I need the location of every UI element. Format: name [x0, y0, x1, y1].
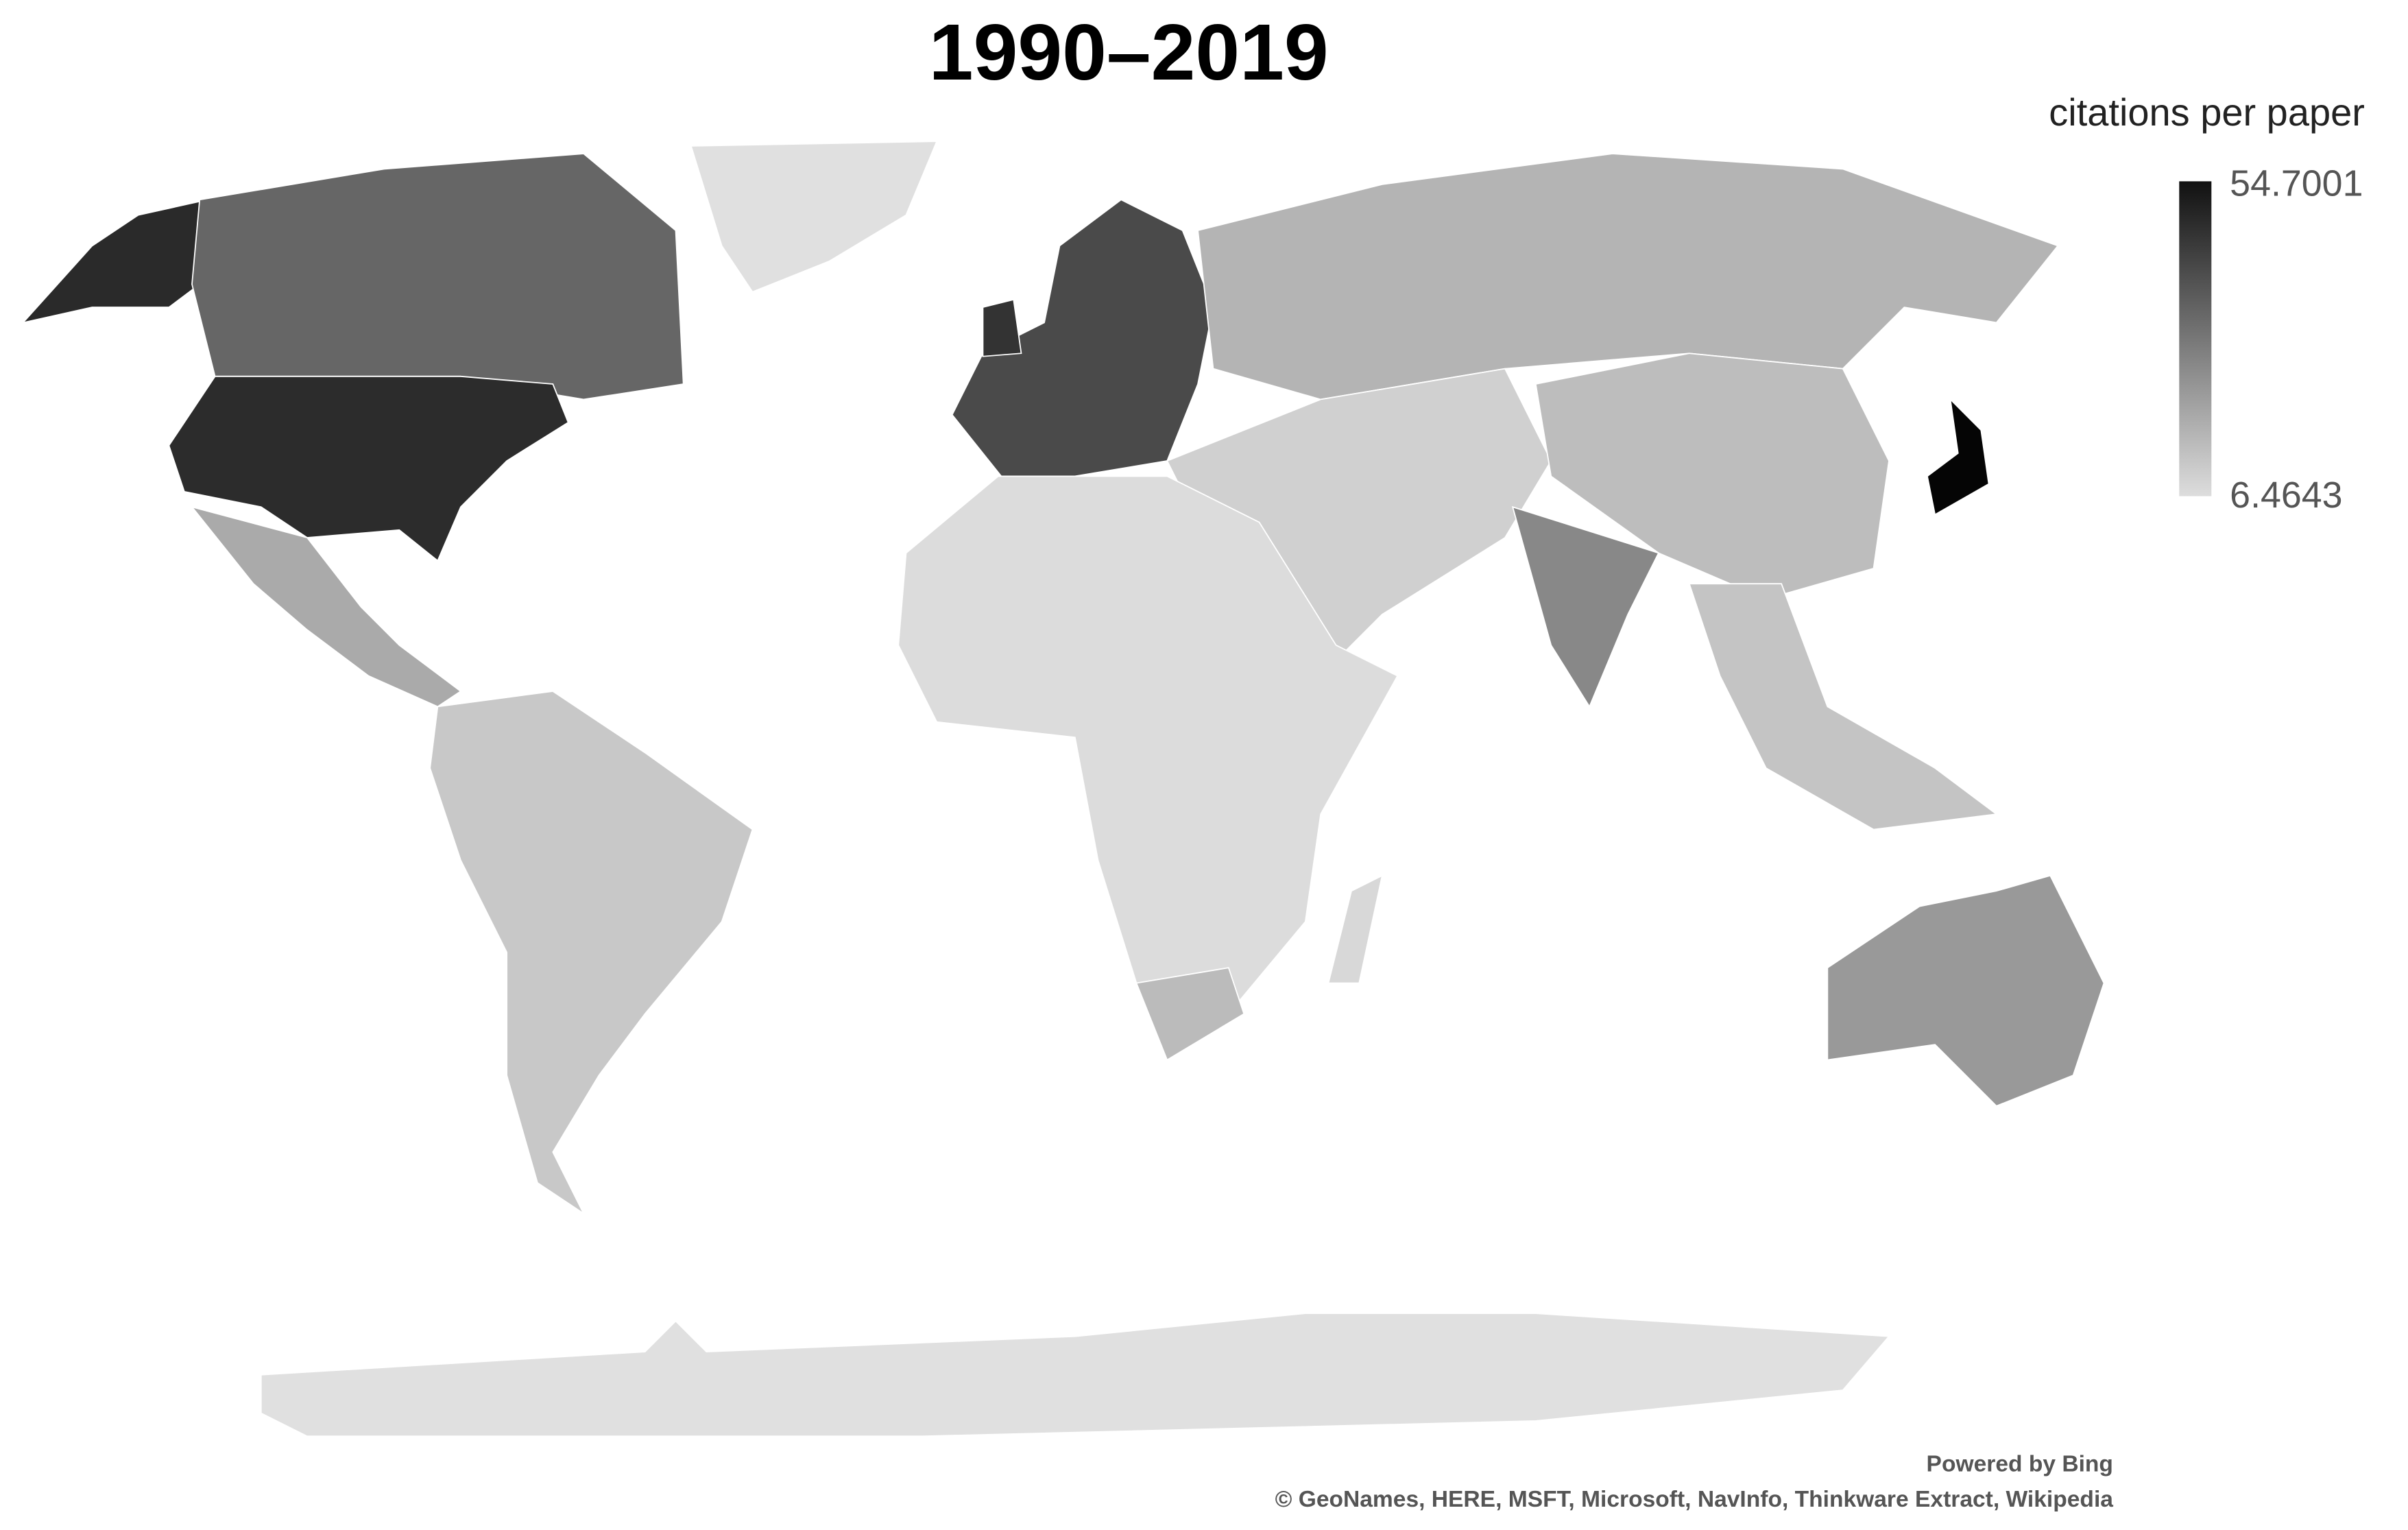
region — [190, 505, 462, 708]
region — [1926, 397, 1990, 516]
legend-min-label: 6.4643 — [2230, 475, 2342, 516]
region — [690, 141, 938, 293]
legend-title: citations per paper — [2049, 91, 2365, 134]
region — [1511, 505, 1660, 708]
region — [1135, 967, 1245, 1061]
region — [21, 199, 208, 324]
region — [260, 1313, 1890, 1437]
region — [191, 153, 684, 401]
region — [982, 298, 1022, 357]
region — [1197, 153, 2059, 401]
region — [429, 691, 754, 1216]
attribution: Powered by Bing — [1927, 1452, 2113, 1477]
color-scale — [2179, 181, 2212, 497]
map-title: 1990–2019 — [929, 8, 1329, 97]
region — [1534, 352, 1890, 600]
region — [1827, 874, 2105, 1107]
attribution: © GeoNames, HERE, MSFT, Microsoft, NavIn… — [1275, 1487, 2114, 1512]
region — [1688, 583, 1999, 830]
legend-max-label: 54.7001 — [2230, 163, 2363, 204]
region — [1327, 874, 1384, 984]
world-map — [21, 141, 2105, 1437]
region — [898, 475, 1399, 1061]
region — [168, 375, 569, 562]
